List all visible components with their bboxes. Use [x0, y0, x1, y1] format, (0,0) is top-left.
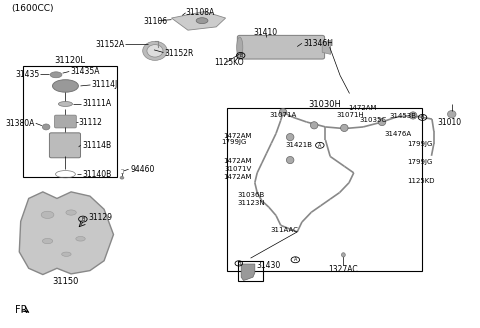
Ellipse shape [341, 253, 345, 257]
Ellipse shape [409, 112, 417, 119]
Text: 31435: 31435 [15, 70, 39, 79]
Text: 31120L: 31120L [55, 56, 85, 65]
Text: 31111A: 31111A [82, 99, 111, 109]
Ellipse shape [42, 238, 53, 244]
Text: 31106: 31106 [143, 17, 168, 26]
Text: 1799JG: 1799JG [221, 139, 247, 145]
Text: A: A [294, 257, 297, 262]
Text: 31435A: 31435A [70, 67, 100, 76]
Text: FR.: FR. [14, 305, 30, 315]
Bar [239, 261, 263, 281]
Text: 31421B: 31421B [285, 142, 312, 148]
Text: 31430: 31430 [256, 261, 280, 270]
Text: 31140B: 31140B [82, 170, 111, 179]
Ellipse shape [340, 124, 348, 132]
Ellipse shape [447, 111, 456, 118]
Text: 31036B: 31036B [238, 192, 264, 198]
Text: 31114B: 31114B [82, 141, 111, 150]
Text: 311AAC: 311AAC [271, 227, 299, 233]
Text: 31035C: 31035C [360, 117, 387, 123]
Text: 31030H: 31030H [308, 100, 341, 109]
Ellipse shape [279, 109, 287, 116]
Text: 31129: 31129 [88, 213, 112, 222]
Text: 1327AC: 1327AC [329, 265, 358, 274]
Text: B: B [81, 216, 84, 222]
Text: 31071A: 31071A [269, 112, 296, 118]
Text: (1600CC): (1600CC) [11, 4, 54, 13]
FancyBboxPatch shape [49, 133, 81, 158]
Ellipse shape [59, 101, 72, 106]
Text: 1472AM: 1472AM [223, 158, 252, 164]
Text: 31410: 31410 [253, 28, 278, 37]
Text: 1799JG: 1799JG [407, 159, 432, 165]
Text: 1472AM: 1472AM [348, 105, 377, 111]
Text: B: B [237, 261, 240, 266]
Text: 31152A: 31152A [95, 40, 124, 49]
Text: 31112: 31112 [79, 118, 103, 127]
Text: 31150: 31150 [52, 277, 79, 286]
Polygon shape [171, 11, 226, 30]
Ellipse shape [287, 133, 294, 141]
Ellipse shape [52, 80, 78, 92]
Ellipse shape [41, 211, 54, 218]
Text: 1125KD: 1125KD [407, 178, 434, 184]
Bar [23, 66, 117, 177]
Polygon shape [322, 40, 331, 54]
Text: B: B [421, 115, 424, 120]
Text: 31108A: 31108A [186, 8, 215, 17]
Text: 31380A: 31380A [5, 119, 35, 128]
Text: 94460: 94460 [131, 165, 155, 174]
Bar [227, 108, 422, 271]
Ellipse shape [237, 37, 243, 57]
Ellipse shape [61, 252, 71, 256]
FancyBboxPatch shape [55, 115, 76, 128]
Text: 1799JG: 1799JG [407, 141, 432, 147]
Text: 1472AM: 1472AM [223, 133, 252, 139]
Ellipse shape [42, 124, 50, 130]
Text: A: A [318, 143, 322, 148]
Polygon shape [19, 192, 113, 275]
Text: 1125KO: 1125KO [214, 58, 243, 67]
Ellipse shape [147, 45, 163, 57]
Text: 31114J: 31114J [91, 80, 118, 89]
Text: 31476A: 31476A [385, 131, 412, 137]
Ellipse shape [196, 18, 208, 24]
Ellipse shape [378, 118, 386, 126]
Ellipse shape [120, 176, 124, 179]
Ellipse shape [143, 41, 167, 60]
Text: 31010: 31010 [437, 117, 461, 127]
Text: 1472AM: 1472AM [223, 174, 252, 180]
Text: 31123N: 31123N [238, 200, 265, 206]
Text: 31071V: 31071V [224, 166, 252, 172]
Polygon shape [241, 264, 255, 280]
FancyBboxPatch shape [238, 35, 324, 59]
Text: 31152R: 31152R [164, 49, 194, 58]
Ellipse shape [311, 122, 318, 129]
Ellipse shape [50, 72, 62, 78]
Text: 31453B: 31453B [390, 113, 417, 119]
Ellipse shape [76, 236, 85, 241]
Ellipse shape [66, 210, 76, 215]
Text: 31346H: 31346H [303, 39, 333, 48]
Text: 31071H: 31071H [336, 113, 364, 118]
Text: B: B [239, 53, 242, 58]
Ellipse shape [287, 156, 294, 164]
